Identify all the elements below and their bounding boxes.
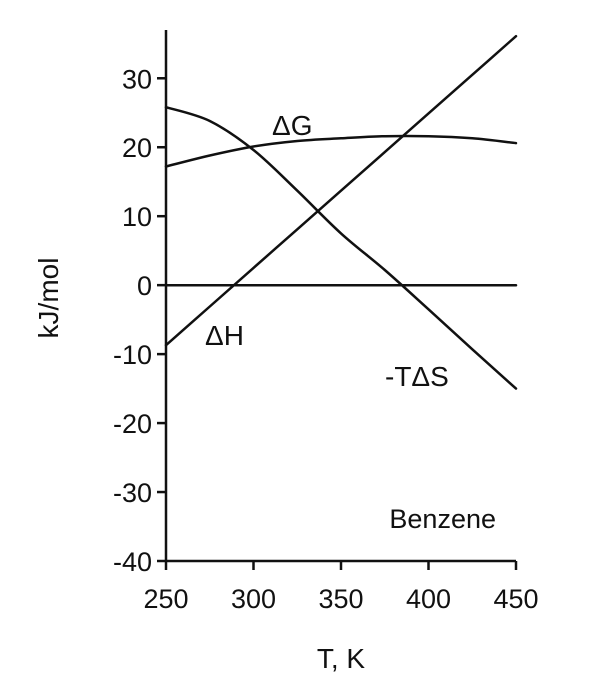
- y-tick-label: 10: [122, 202, 152, 232]
- minus-t-delta-s-line: [164, 105, 518, 390]
- delta-h-line: [164, 34, 518, 347]
- x-tick-label: 350: [318, 584, 363, 614]
- series-group: [164, 34, 518, 390]
- delta-g-line: [164, 134, 518, 168]
- y-tick-label: -30: [113, 478, 152, 508]
- x-tick-label: 450: [493, 584, 538, 614]
- minus-t-delta-s-label: -TΔS: [385, 361, 449, 392]
- y-tick-label: 30: [122, 64, 152, 94]
- benzene-annotation: Benzene: [389, 504, 496, 534]
- labels: kJ/mol T, K Benzene ΔG ΔH -TΔS: [33, 110, 496, 674]
- x-tick-label: 400: [406, 584, 451, 614]
- y-tick-label: 0: [137, 271, 152, 301]
- axes: 30 20 10 0 -10 -20 -30 -40 250 300 350 400 450: [113, 30, 539, 614]
- x-tick-label: 250: [143, 584, 188, 614]
- delta-h-label: ΔH: [205, 320, 244, 351]
- y-tick-label: -40: [113, 547, 152, 577]
- y-tick-label: -20: [113, 409, 152, 439]
- y-tick-label: -10: [113, 340, 152, 370]
- y-tick-label: 20: [122, 133, 152, 163]
- y-axis-title: kJ/mol: [33, 258, 64, 339]
- x-axis-title: T, K: [317, 643, 366, 674]
- delta-g-label: ΔG: [272, 110, 312, 141]
- x-tick-label: 300: [231, 584, 276, 614]
